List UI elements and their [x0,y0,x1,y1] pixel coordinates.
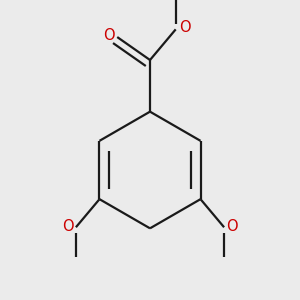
Text: O: O [103,28,115,43]
Text: O: O [62,219,74,234]
Text: O: O [179,20,190,35]
Text: O: O [226,219,238,234]
